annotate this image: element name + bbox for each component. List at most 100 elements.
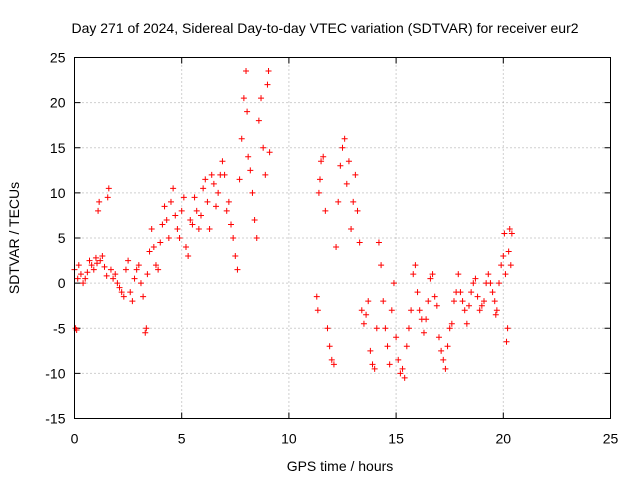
data-point bbox=[189, 221, 196, 228]
data-point bbox=[429, 271, 436, 278]
data-point bbox=[170, 185, 177, 192]
data-point bbox=[335, 198, 342, 205]
data-point bbox=[251, 216, 258, 223]
data-point bbox=[496, 280, 503, 287]
data-point bbox=[230, 235, 237, 241]
data-point bbox=[228, 221, 235, 228]
data-point bbox=[143, 325, 150, 332]
data-point bbox=[507, 262, 514, 269]
data-point bbox=[468, 289, 475, 296]
data-point bbox=[140, 293, 147, 300]
data-point bbox=[508, 230, 515, 237]
data-point bbox=[363, 311, 370, 318]
x-tick-label: 15 bbox=[388, 431, 404, 447]
data-point bbox=[318, 158, 325, 165]
data-point bbox=[463, 320, 470, 327]
data-point bbox=[236, 176, 243, 183]
data-point bbox=[408, 307, 415, 314]
y-tick-label: 20 bbox=[50, 95, 66, 111]
data-point bbox=[191, 194, 198, 201]
data-point bbox=[352, 171, 359, 178]
y-tick-label: -5 bbox=[53, 320, 66, 336]
x-tick-label: 0 bbox=[71, 431, 79, 447]
data-point bbox=[326, 343, 333, 350]
data-point bbox=[107, 266, 114, 273]
data-point bbox=[210, 180, 217, 187]
data-point bbox=[165, 235, 172, 241]
data-point bbox=[373, 325, 380, 332]
data-point bbox=[369, 361, 376, 368]
data-point bbox=[384, 343, 391, 350]
data-point bbox=[146, 248, 153, 255]
data-point bbox=[397, 370, 404, 377]
data-point bbox=[330, 361, 337, 368]
data-point bbox=[112, 271, 119, 278]
data-point bbox=[386, 361, 393, 368]
data-point bbox=[223, 207, 230, 214]
data-point bbox=[152, 262, 159, 269]
data-point bbox=[172, 212, 179, 219]
data-point bbox=[427, 275, 434, 282]
data-point bbox=[320, 153, 327, 160]
y-tick-label: 25 bbox=[50, 50, 66, 66]
data-point bbox=[503, 338, 510, 345]
data-point bbox=[478, 302, 485, 309]
data-point bbox=[438, 347, 445, 354]
y-axis-label: SDTVAR / TECUs bbox=[6, 182, 22, 294]
data-point bbox=[442, 365, 449, 372]
data-point bbox=[86, 257, 93, 264]
data-point bbox=[125, 257, 132, 264]
data-point bbox=[500, 253, 507, 260]
data-point bbox=[459, 298, 466, 305]
data-point bbox=[127, 289, 134, 296]
data-point bbox=[104, 194, 111, 201]
data-point bbox=[399, 365, 406, 372]
data-point bbox=[339, 144, 346, 151]
data-point bbox=[414, 289, 421, 296]
data-point bbox=[501, 230, 508, 237]
data-point bbox=[324, 325, 331, 332]
data-point bbox=[431, 293, 438, 300]
data-point bbox=[341, 135, 348, 142]
data-point bbox=[182, 244, 189, 251]
data-point bbox=[245, 153, 252, 160]
data-point bbox=[225, 198, 232, 205]
data-point bbox=[410, 271, 417, 278]
data-point bbox=[101, 263, 108, 270]
data-point bbox=[433, 302, 440, 309]
data-point bbox=[148, 225, 155, 232]
data-point bbox=[435, 334, 442, 341]
data-point bbox=[110, 275, 117, 282]
data-point bbox=[492, 311, 499, 318]
data-point bbox=[474, 293, 481, 300]
y-tick-label: 10 bbox=[50, 185, 66, 201]
data-point bbox=[506, 225, 513, 232]
data-point bbox=[412, 262, 419, 269]
data-point bbox=[114, 280, 121, 287]
data-point bbox=[200, 185, 207, 192]
data-point bbox=[401, 374, 408, 381]
data-point bbox=[193, 207, 200, 214]
data-point bbox=[253, 235, 260, 241]
data-point bbox=[470, 280, 477, 287]
data-point bbox=[315, 189, 322, 196]
data-point bbox=[371, 365, 378, 372]
data-point bbox=[204, 198, 211, 205]
data-point bbox=[95, 207, 102, 214]
data-point bbox=[92, 254, 99, 261]
data-point bbox=[450, 298, 457, 305]
data-point bbox=[195, 225, 202, 232]
data-point bbox=[455, 271, 462, 278]
data-point bbox=[476, 307, 483, 314]
x-axis-label: GPS time / hours bbox=[287, 458, 394, 474]
data-point bbox=[343, 180, 350, 187]
data-point bbox=[243, 68, 250, 75]
data-point bbox=[167, 198, 174, 205]
data-point bbox=[174, 225, 181, 232]
data-point bbox=[446, 325, 453, 332]
data-point bbox=[388, 307, 395, 314]
data-point bbox=[105, 185, 112, 192]
data-point bbox=[354, 207, 361, 214]
x-tick-label: 25 bbox=[603, 431, 619, 447]
data-point bbox=[238, 135, 245, 142]
